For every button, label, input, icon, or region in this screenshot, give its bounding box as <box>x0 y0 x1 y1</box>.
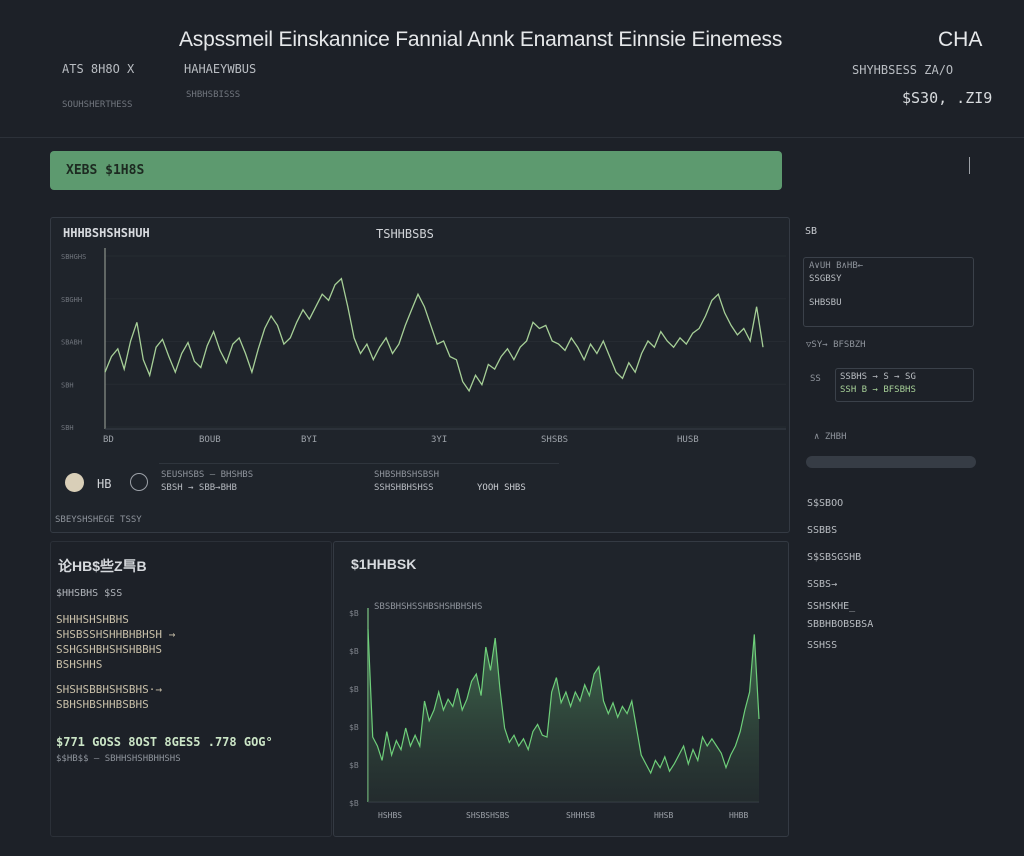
radio-label: HB <box>97 477 112 491</box>
currency-selector[interactable]: CHA <box>938 28 983 51</box>
area-chart-title: $1HHBSK <box>351 556 417 572</box>
list-item[interactable]: S$SBOO <box>807 498 844 509</box>
side-title: SB <box>805 226 818 237</box>
side-card-line-2: SSGBSY <box>809 274 842 284</box>
list-item[interactable]: SSBS→ <box>807 579 838 590</box>
legend-text-5: YOOH SHBS <box>477 483 526 493</box>
y-tick-label: SBH <box>61 424 74 432</box>
side-value-line-1: SSBHS → S → SG <box>840 372 916 382</box>
y-tick-label: SBHGHS <box>61 253 86 261</box>
x-tick-label: SHHHSB <box>566 811 595 820</box>
x-tick-label: HSHBS <box>378 811 402 820</box>
x-tick-label: HHBB <box>729 811 748 820</box>
area-series-label: SBSBHSHSSHBSHSHBHSHS <box>374 602 483 612</box>
status-banner[interactable]: XEBS $1H8S <box>50 151 782 190</box>
y-tick-label: $B <box>349 799 359 808</box>
list-item[interactable]: SBBHBOBSBSA <box>807 619 874 630</box>
balance-value: $S30, .ZI9 <box>902 89 993 107</box>
area-fill <box>368 629 759 802</box>
account-subtitle: SOUHSHERTHESS <box>62 100 133 110</box>
menu-divider <box>969 157 970 174</box>
x-tick-label: 3YI <box>431 435 447 445</box>
summary-total: $771 GOSS 8OST 8GES5 .778 GOG° <box>56 735 273 749</box>
x-tick-label: BD <box>103 435 114 445</box>
radio-option-1[interactable] <box>65 473 84 492</box>
x-tick-label: BYI <box>301 435 317 445</box>
panel-footer: SBEYSHSHEGE TSSY <box>55 515 142 525</box>
y-tick-label: SBABH <box>61 339 82 347</box>
list-item[interactable]: S$SBSGSHB <box>807 552 862 563</box>
radio-option-2[interactable] <box>130 473 148 491</box>
summary-paragraph-2: SHSHSBBHSHSBHS·→ SBHSHBSHHBSBHS <box>56 683 162 711</box>
main-chart-panel: HHHBSHSHSHUH TSHHBSBS SBHGHS SBGHH SBABH SB… <box>50 217 790 533</box>
app-title: Aspssmeil Einskannice Fannial Annk Enama… <box>179 28 783 51</box>
price-line-chart: SBHGHS SBGHH SBABH SBH SBH BD BOUB BYI 3YI SHSBS H… <box>61 248 786 445</box>
side-card[interactable]: A∨UH B∧HB← SSGBSY SHBSBU <box>803 257 974 327</box>
list-item[interactable]: SSHSKHE_ <box>807 601 856 612</box>
balance-label: SHYHBSESS ZA/O <box>852 63 954 77</box>
y-tick-label: $B <box>349 609 359 618</box>
side-progress-bar[interactable] <box>806 456 976 468</box>
side-card-line-3: SHBSBU <box>809 298 842 308</box>
summary-panel: 论HB$些Z巪B $HHSBHS $SS SHHHSHSHBHS SHSBSSH… <box>50 541 332 837</box>
status-banner-label: XEBS $1H8S <box>66 163 145 178</box>
area-chart: $B $B $B $B $B $B HSHBS SHSBSHSBS SHHHSB HHSB HHBB <box>349 608 760 820</box>
list-item[interactable]: SSBBS <box>807 525 838 536</box>
legend-text-1: SEUSHSBS — BHSHBS <box>161 470 254 480</box>
account-name: HAHAEYWBUS <box>184 62 257 76</box>
x-tick-label: BOUB <box>199 435 221 445</box>
x-tick-label: SHSBS <box>541 435 568 445</box>
summary-subline: $$HB$$ — SBHHSHSHBHHSHS <box>56 754 181 764</box>
x-tick-label: HUSB <box>677 435 699 445</box>
side-panel: SB <box>792 217 985 533</box>
price-series-line <box>104 277 764 393</box>
side-label-2: ▽SY→ BFSBZH <box>806 340 866 350</box>
side-value-box[interactable]: SSBHS → S → SG SSH B → BFSBHS <box>835 368 974 402</box>
y-tick-label: $B <box>349 761 359 770</box>
side-value-line-2: SSH B → BFSBHS <box>840 385 916 395</box>
legend-text-4: SSHSHBHSHSS <box>374 483 434 493</box>
account-detail: SHBHSBISSS <box>186 90 241 100</box>
legend-divider <box>159 463 559 464</box>
y-tick-label: SBH <box>61 381 74 389</box>
chart-title: TSHHBSBS <box>376 227 434 241</box>
side-card-line-1: A∨UH B∧HB← <box>809 261 864 271</box>
side-label-3: ∧ ZHBH <box>814 432 847 442</box>
account-id: ATS 8H8O X <box>62 62 135 76</box>
app-header <box>0 0 1024 138</box>
y-tick-label: $B <box>349 723 359 732</box>
y-tick-label: $B <box>349 685 359 694</box>
panel-title: HHHBSHSHSHUH <box>63 226 150 240</box>
summary-paragraph-1: SHHHSHSHBHS SHSBSSHSHHBHBHSH → SSHGSHBHS… <box>56 613 176 671</box>
summary-title: 论HB$些Z巪B <box>58 558 147 574</box>
list-item[interactable]: SSHSS <box>807 640 838 651</box>
x-tick-label: HHSB <box>654 811 673 820</box>
y-tick-label: SBGHH <box>61 296 82 304</box>
x-tick-label: SHSBSHSBS <box>466 811 510 820</box>
legend-text-3: SHBSHBSHSBSH <box>374 470 440 480</box>
legend-text-2: SBSH → SBB→BHB <box>161 483 237 493</box>
summary-line: $HHSBHS $SS <box>56 588 123 599</box>
y-tick-label: $B <box>349 647 359 656</box>
area-series-line <box>367 628 760 775</box>
side-box-prefix: SS <box>810 374 821 384</box>
area-chart-panel: $1HHBSK SBSBHSHSSHBSHSHBHSHS $B $B $B $B $B $… <box>333 541 789 837</box>
side-list: S$SBOO SSBBS S$SBSGSHB SSBS→ SSHSKHE_ SB… <box>807 490 873 658</box>
